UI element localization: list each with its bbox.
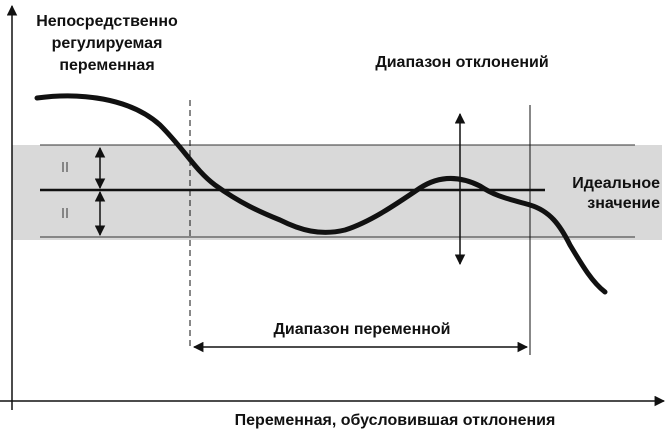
deviation-range-label: Диапазон отклонений [375, 54, 548, 71]
ideal-value-label: значение [587, 195, 660, 212]
ideal-value-label: Идеальное [572, 175, 660, 192]
x-axis-label: Переменная, обусловившая отклонения [235, 412, 556, 429]
process-curve [34, 93, 608, 295]
equal-marks [62, 162, 68, 218]
variable-range-label: Диапазон переменной [273, 321, 450, 338]
y-axis-label: Непосредственно [36, 13, 178, 30]
y-axis-label: регулируемая [52, 35, 163, 52]
y-axis-label: переменная [59, 57, 154, 74]
deviation-band [12, 145, 662, 240]
